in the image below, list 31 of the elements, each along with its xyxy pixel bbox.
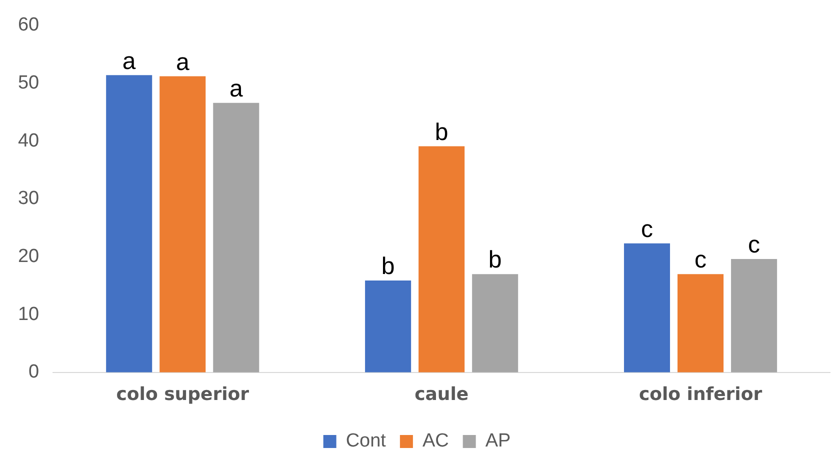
data-label: a <box>176 48 190 76</box>
bar <box>624 243 670 372</box>
data-label: b <box>434 118 448 146</box>
data-label: c <box>641 216 654 244</box>
x-tick-label: colo superior <box>116 384 250 405</box>
bar <box>106 75 152 372</box>
y-tick-label: 20 <box>18 246 40 267</box>
legend-label: Cont <box>346 430 387 452</box>
y-tick-label: 50 <box>18 72 40 94</box>
legend-label: AC <box>422 430 449 452</box>
data-label: a <box>229 76 244 103</box>
y-tick-label: 10 <box>18 304 40 325</box>
bar <box>731 259 778 372</box>
data-label: b <box>381 253 395 280</box>
bar <box>160 76 206 372</box>
data-label: c <box>748 232 760 259</box>
data-label: b <box>488 246 502 274</box>
data-label: a <box>122 48 136 75</box>
bar <box>418 146 465 372</box>
y-tick-label: 60 <box>18 14 40 36</box>
y-tick-label: 40 <box>18 130 40 152</box>
bar <box>678 274 724 372</box>
bar <box>213 102 260 372</box>
y-tick-label: 0 <box>28 362 40 383</box>
legend-label: AP <box>485 430 511 452</box>
y-tick-label: 30 <box>18 188 40 210</box>
x-tick-label: colo inferior <box>638 384 762 405</box>
x-tick-label: caule <box>414 384 469 405</box>
data-label: c <box>694 246 707 274</box>
bar <box>472 274 518 372</box>
bar <box>365 280 412 372</box>
